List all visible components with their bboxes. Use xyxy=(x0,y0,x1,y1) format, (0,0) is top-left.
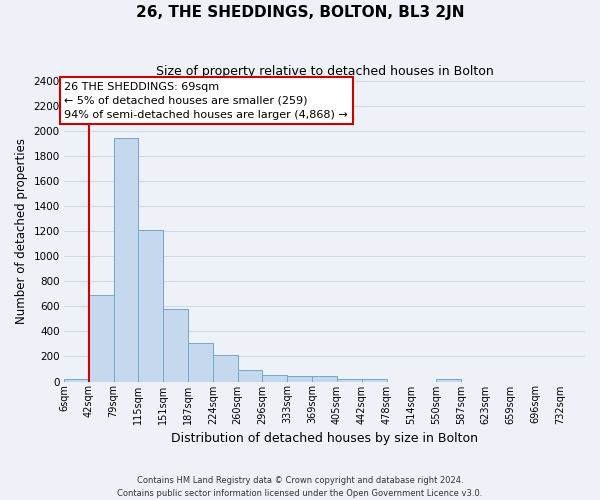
Y-axis label: Number of detached properties: Number of detached properties xyxy=(15,138,28,324)
Bar xyxy=(89,295,113,382)
Bar xyxy=(188,342,213,382)
Bar xyxy=(213,355,238,382)
X-axis label: Distribution of detached houses by size in Bolton: Distribution of detached houses by size … xyxy=(171,432,478,445)
Bar xyxy=(287,376,312,382)
Bar xyxy=(139,230,163,382)
Bar xyxy=(337,379,362,382)
Text: 26 THE SHEDDINGS: 69sqm
← 5% of detached houses are smaller (259)
94% of semi-de: 26 THE SHEDDINGS: 69sqm ← 5% of detached… xyxy=(64,82,348,120)
Bar xyxy=(436,379,461,382)
Bar xyxy=(238,370,262,382)
Title: Size of property relative to detached houses in Bolton: Size of property relative to detached ho… xyxy=(155,65,493,78)
Bar xyxy=(113,138,139,382)
Bar xyxy=(163,309,188,382)
Text: Contains HM Land Registry data © Crown copyright and database right 2024.
Contai: Contains HM Land Registry data © Crown c… xyxy=(118,476,482,498)
Bar xyxy=(262,374,287,382)
Bar xyxy=(312,376,337,382)
Text: 26, THE SHEDDINGS, BOLTON, BL3 2JN: 26, THE SHEDDINGS, BOLTON, BL3 2JN xyxy=(136,5,464,20)
Bar xyxy=(362,379,386,382)
Bar xyxy=(64,379,89,382)
